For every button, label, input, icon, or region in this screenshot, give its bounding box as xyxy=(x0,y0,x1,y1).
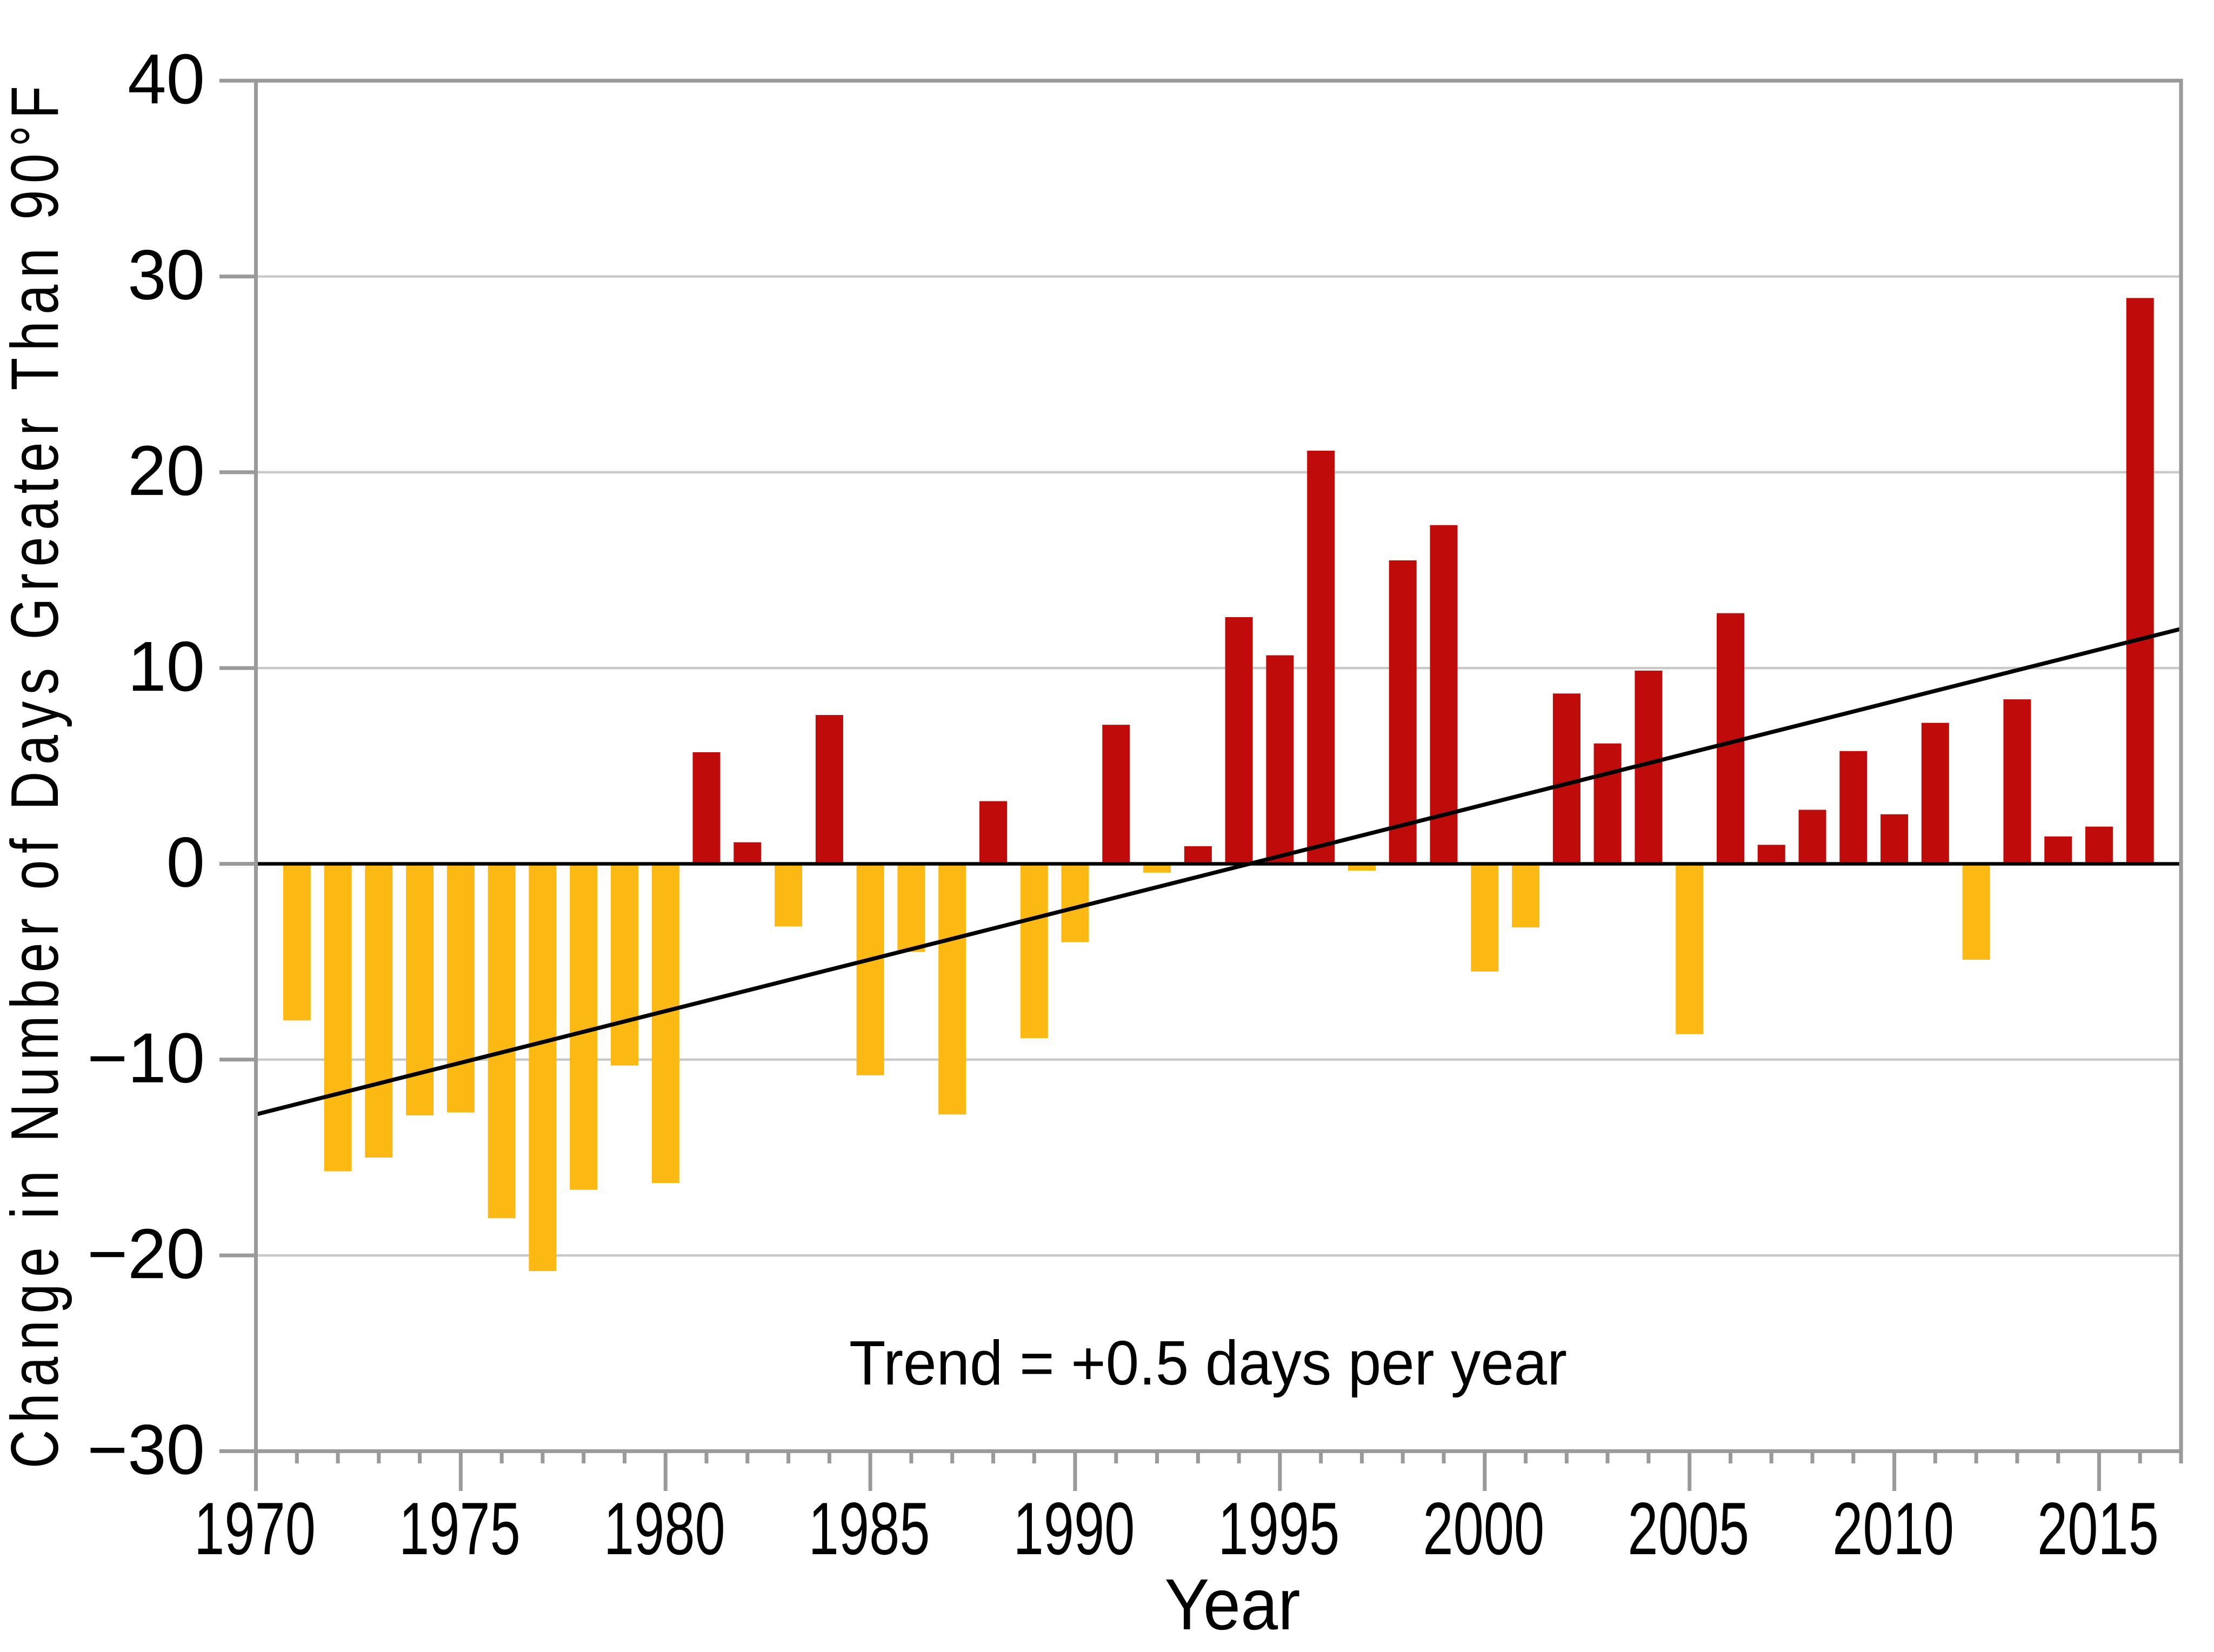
svg-text:1970: 1970 xyxy=(194,1487,316,1570)
svg-text:Year: Year xyxy=(1164,1564,1300,1645)
svg-text:1985: 1985 xyxy=(809,1487,930,1570)
svg-text:2000: 2000 xyxy=(1423,1487,1544,1570)
svg-text:Trend = +0.5 days per year: Trend = +0.5 days per year xyxy=(849,1327,1567,1397)
svg-text:−30: −30 xyxy=(87,1410,205,1489)
svg-text:10: 10 xyxy=(128,627,205,706)
svg-text:1995: 1995 xyxy=(1218,1487,1339,1570)
svg-text:2010: 2010 xyxy=(1832,1487,1954,1570)
svg-text:30: 30 xyxy=(128,236,205,314)
svg-text:1990: 1990 xyxy=(1013,1487,1135,1570)
svg-text:20: 20 xyxy=(128,432,205,510)
svg-text:−20: −20 xyxy=(87,1215,205,1293)
svg-text:1980: 1980 xyxy=(604,1487,725,1570)
svg-text:0: 0 xyxy=(166,823,205,901)
svg-text:2015: 2015 xyxy=(2037,1487,2159,1570)
svg-text:40: 40 xyxy=(128,40,205,118)
svg-text:−10: −10 xyxy=(87,1019,205,1098)
svg-text:Change in Number of Days Great: Change in Number of Days Greater Than 90… xyxy=(0,79,72,1469)
svg-text:2005: 2005 xyxy=(1628,1487,1749,1570)
svg-text:1975: 1975 xyxy=(399,1487,521,1570)
